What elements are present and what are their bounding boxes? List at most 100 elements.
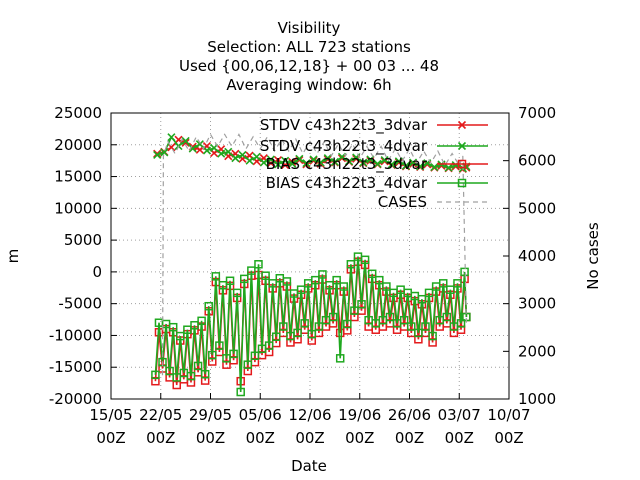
data-point-stroke bbox=[444, 163, 453, 172]
data-point bbox=[202, 146, 212, 155]
data-point-stroke bbox=[345, 157, 354, 166]
data-point-stroke bbox=[195, 140, 204, 149]
data-point-stroke bbox=[302, 159, 311, 168]
data-point bbox=[350, 306, 359, 315]
data-point bbox=[168, 322, 178, 332]
data-point bbox=[328, 312, 338, 322]
data-point-stroke bbox=[416, 162, 425, 171]
data-point bbox=[273, 160, 283, 169]
data-point-stroke bbox=[288, 157, 297, 167]
y-tick-label: 10000 bbox=[54, 199, 102, 217]
data-point-stroke bbox=[288, 159, 297, 168]
x-tick-label: 00Z bbox=[196, 429, 225, 447]
data-point-stroke bbox=[380, 155, 389, 165]
data-point bbox=[460, 267, 469, 277]
data-point bbox=[264, 341, 274, 350]
data-point bbox=[424, 288, 434, 298]
data-point bbox=[360, 255, 370, 265]
data-point-stroke bbox=[309, 156, 318, 165]
data-point bbox=[307, 329, 317, 339]
x-tick-label: 12/06 bbox=[288, 406, 331, 424]
data-point bbox=[153, 150, 162, 160]
title-line-3: Used {00,06,12,18} + 00 03 ... 48 bbox=[179, 57, 439, 75]
x-tick-label: 00Z bbox=[395, 429, 424, 447]
data-point bbox=[337, 154, 347, 163]
data-point-stroke bbox=[309, 155, 318, 164]
data-point bbox=[208, 350, 217, 360]
data-point bbox=[444, 163, 453, 172]
x-tick-label: 22/05 bbox=[139, 406, 182, 424]
data-point bbox=[204, 301, 213, 311]
data-point bbox=[243, 360, 253, 369]
data-point bbox=[373, 159, 382, 168]
data-point bbox=[346, 260, 356, 269]
data-point bbox=[309, 156, 318, 165]
data-point bbox=[311, 275, 320, 285]
y2-tick-label: 3000 bbox=[518, 295, 556, 313]
data-point bbox=[318, 270, 327, 279]
data-point bbox=[259, 158, 268, 167]
y-axis-right: 1000 2000 3000 4000 5000 6000 7000 bbox=[503, 104, 556, 408]
y2-tick-label: 6000 bbox=[518, 152, 556, 170]
data-point bbox=[382, 282, 391, 291]
data-point bbox=[151, 370, 160, 380]
data-point bbox=[279, 322, 288, 331]
data-point-stroke bbox=[259, 158, 268, 167]
y-tick-label: 5000 bbox=[64, 231, 102, 249]
data-point bbox=[401, 161, 411, 170]
legend-label: STDV c43h22t3_3dvar bbox=[260, 116, 428, 135]
data-point-stroke bbox=[323, 154, 332, 163]
y2-tick-label: 7000 bbox=[518, 104, 556, 122]
data-point bbox=[335, 354, 345, 363]
data-point-stroke bbox=[394, 157, 403, 166]
chart-title: Visibility Selection: ALL 723 stations U… bbox=[179, 19, 439, 94]
y-tick-label: -15000 bbox=[49, 358, 102, 376]
y2-tick-label: 1000 bbox=[518, 390, 556, 408]
data-point-stroke bbox=[359, 158, 368, 167]
data-point-stroke bbox=[380, 157, 389, 166]
data-point-stroke bbox=[153, 150, 162, 160]
legend-label: BIAS c43h22t3_4dvar bbox=[266, 174, 428, 193]
data-point bbox=[295, 155, 304, 165]
data-point bbox=[240, 274, 249, 284]
data-point-stroke bbox=[337, 154, 347, 163]
data-point bbox=[236, 387, 245, 397]
data-point bbox=[218, 280, 228, 290]
data-point bbox=[165, 366, 174, 376]
data-point bbox=[345, 157, 354, 166]
legend-label: CASES bbox=[378, 193, 427, 211]
data-point bbox=[254, 260, 263, 269]
data-point-stroke bbox=[273, 160, 283, 169]
data-point bbox=[446, 285, 455, 294]
data-point bbox=[456, 319, 466, 328]
data-point bbox=[295, 154, 304, 163]
data-point-stroke bbox=[366, 156, 375, 165]
x-tick-label: 00Z bbox=[96, 429, 125, 447]
data-point bbox=[172, 373, 181, 382]
x-tick-label: 15/05 bbox=[89, 406, 132, 424]
data-point bbox=[316, 158, 325, 167]
series-line-4 bbox=[161, 133, 467, 376]
legend-label: BIAS c43h22t3_3dvar bbox=[266, 155, 428, 174]
data-point bbox=[261, 271, 270, 280]
data-point bbox=[314, 322, 324, 331]
data-point bbox=[380, 155, 389, 165]
data-point-stroke bbox=[330, 157, 339, 167]
x-axis-label: Date bbox=[291, 457, 327, 475]
data-point-stroke bbox=[188, 144, 197, 153]
data-point-stroke bbox=[209, 143, 219, 153]
data-point bbox=[323, 154, 332, 163]
x-tick-label: 00Z bbox=[345, 429, 374, 447]
x-tick-label: 00Z bbox=[445, 429, 474, 447]
data-point-stroke bbox=[160, 148, 169, 157]
data-point-stroke bbox=[181, 138, 190, 147]
data-point bbox=[238, 150, 247, 160]
data-point bbox=[167, 143, 176, 152]
data-point bbox=[176, 331, 185, 341]
data-point bbox=[197, 316, 206, 326]
y-tick-label: 20000 bbox=[54, 136, 102, 154]
y-tick-label: -20000 bbox=[49, 390, 102, 408]
data-point-stroke bbox=[153, 149, 162, 158]
